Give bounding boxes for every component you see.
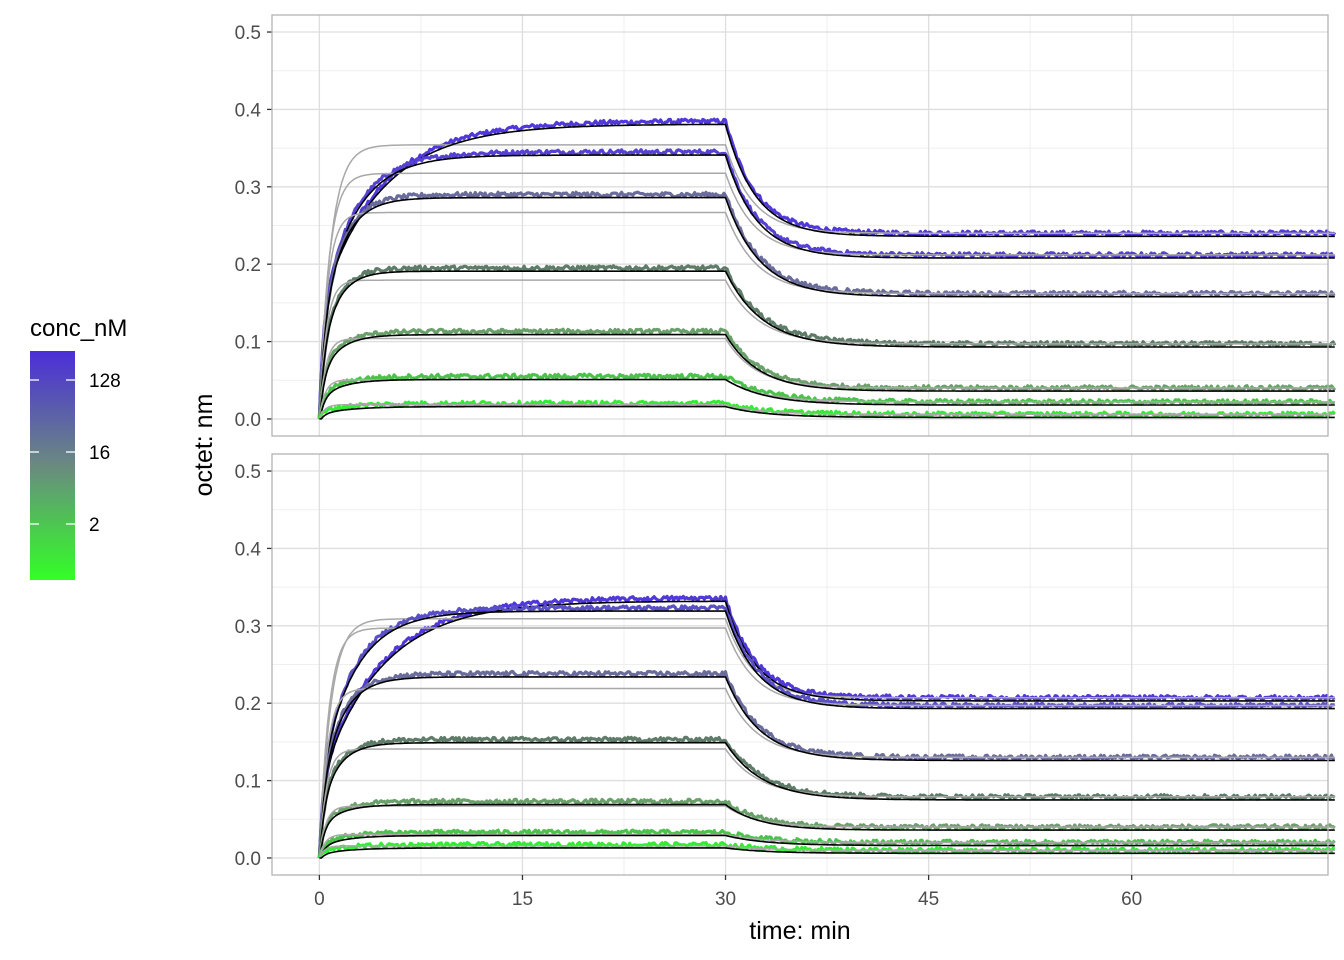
fit-line [319, 405, 1335, 420]
fit-line [318, 676, 1335, 859]
x-tick-label: 30 [715, 889, 736, 910]
y-tick-label: 0.0 [235, 849, 261, 870]
fit-line [319, 847, 1335, 859]
y-tick-label: 0.3 [235, 178, 261, 199]
y-tick-label: 0.1 [235, 333, 261, 354]
color-legend: conc_nM 128 16 2 [30, 315, 127, 580]
fit-line [318, 378, 1335, 420]
fit-line [318, 610, 1335, 859]
simple-fit-line [318, 337, 1335, 420]
simple-fit-line [318, 805, 1335, 859]
y-tick-label: 0.4 [235, 100, 262, 121]
data-series-line [317, 735, 1336, 859]
data-series-line [317, 264, 1337, 419]
x-tick-label: 45 [918, 889, 939, 910]
fit-line [318, 270, 1335, 420]
data-series-line [317, 117, 1337, 419]
simple-fit-line [318, 279, 1335, 420]
panel-border [271, 14, 1329, 437]
simple-fit-line [318, 403, 1335, 420]
simple-fit-line [318, 687, 1335, 859]
simple-fit-line [318, 627, 1335, 859]
fit-line [318, 333, 1335, 420]
fit-line [318, 123, 1335, 420]
simple-fit-line [318, 845, 1335, 859]
fit-line [318, 741, 1335, 859]
chart-panels: 0.0 0.1 0.2 0.3 0.4 0.5 0.0 0.1 0.2 0.3 0.4 0.5 0 15 3… [235, 14, 1337, 910]
y-tick-label: 0.1 [235, 772, 261, 793]
data-series-line [317, 797, 1336, 859]
legend-label: 2 [89, 515, 100, 536]
y-tick-label: 0.0 [235, 410, 261, 431]
legend-label: 16 [89, 443, 110, 464]
panel-2: 0.0 0.1 0.2 0.3 0.4 0.5 [235, 453, 1336, 876]
simple-fit-line [318, 211, 1335, 420]
legend-title: conc_nM [30, 315, 127, 342]
simple-fit-line [318, 833, 1335, 859]
legend-colorbar [30, 351, 75, 580]
x-tick-label: 60 [1121, 889, 1142, 910]
y-tick-label: 0.2 [235, 255, 261, 276]
simple-fit-line [318, 172, 1335, 420]
x-axis-title: time: min [749, 917, 850, 945]
fit-line [318, 154, 1335, 420]
y-tick-label: 0.5 [235, 23, 261, 44]
y-tick-label: 0.5 [235, 462, 261, 483]
simple-fit-line [318, 617, 1335, 859]
fit-line [318, 803, 1335, 859]
x-tick-label: 15 [512, 889, 533, 910]
x-tick-label: 0 [314, 889, 325, 910]
x-axis: 0 15 30 45 60 [314, 875, 1142, 910]
fit-line [318, 834, 1335, 859]
fit-line [318, 196, 1335, 420]
y-axis-title: octet: nm [190, 394, 218, 497]
panel-1: 0.0 0.1 0.2 0.3 0.4 0.5 [235, 14, 1337, 437]
y-tick-label: 0.4 [235, 539, 262, 560]
simple-fit-line [318, 748, 1335, 859]
y-tick-label: 0.2 [235, 694, 261, 715]
panel-border [271, 453, 1329, 876]
data-series-line [317, 148, 1336, 418]
simple-fit-line [318, 144, 1335, 420]
y-tick-label: 0.3 [235, 617, 261, 638]
legend-label: 128 [89, 371, 121, 392]
